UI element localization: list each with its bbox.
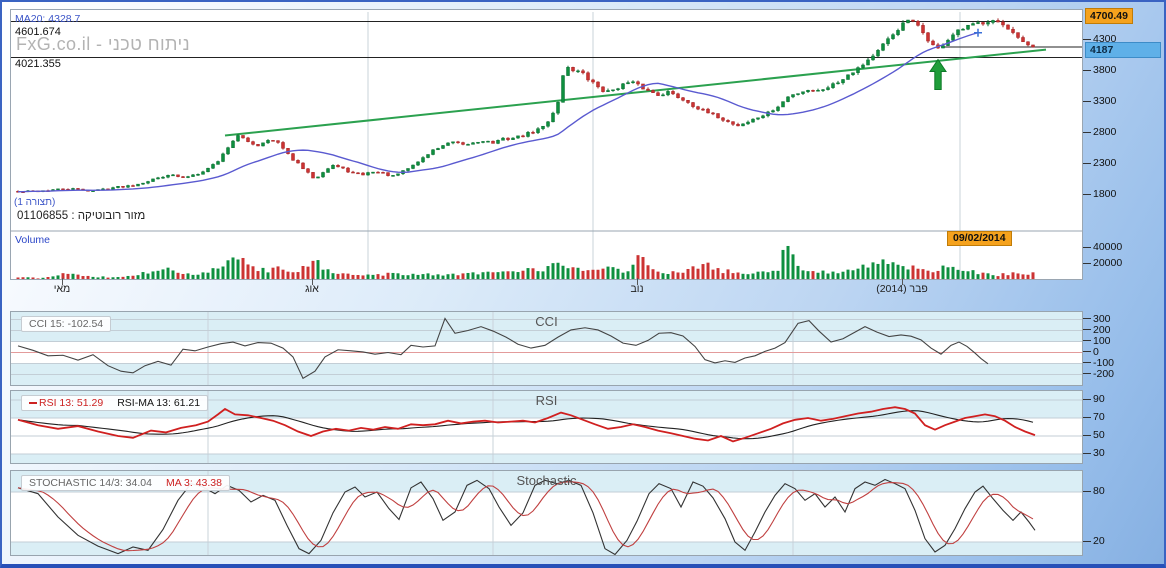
axis-tick: 3300 (1083, 95, 1116, 107)
axis-tick-value: 50 (1093, 429, 1105, 441)
axis-tick: 1800 (1083, 188, 1116, 200)
candlestick-chart[interactable] (11, 10, 1082, 279)
stochastic-panel: STOCHASTIC 14/3: 34.04 MA 3: 43.38 Stoch… (10, 470, 1083, 556)
axis-tick-value: 20000 (1093, 257, 1123, 269)
axis-tick: 100 (1083, 335, 1111, 347)
axis-tick: -100 (1083, 357, 1114, 369)
axis-tick-value: -200 (1093, 367, 1115, 380)
cci-legend: CCI 15: -102.54 (21, 316, 112, 332)
axis-tick: -200 (1083, 368, 1114, 380)
axis-tick-value: 200 (1093, 323, 1111, 336)
axis-tick: 2800 (1083, 126, 1116, 138)
axis-tick-value: 2300 (1093, 157, 1117, 169)
cci-value-label: CCI 15: -102.54 (29, 318, 104, 330)
axis-tick: 20 (1083, 535, 1105, 547)
axis-tick: 40000 (1083, 241, 1122, 253)
date-highlight-badge: 09/02/2014 (947, 231, 1012, 246)
rsi-chart[interactable] (11, 391, 1082, 463)
axis-tick-value: 2800 (1093, 126, 1117, 138)
axis-tick-value: 90 (1093, 393, 1105, 405)
axis-tick-value: 20 (1093, 535, 1105, 547)
rsi-value-label: RSI 13: 51.29 (29, 397, 103, 409)
axis-tick: 3800 (1083, 64, 1116, 76)
axis-tick-value: 40000 (1093, 241, 1123, 253)
axis-tick-value: 300 (1093, 312, 1111, 325)
axis-tick: 30 (1083, 447, 1105, 459)
axis-tick-value: 100 (1093, 334, 1111, 347)
axis-tick-value: 80 (1093, 485, 1105, 497)
axis-tick: 2300 (1083, 157, 1116, 169)
rsi-legend: RSI 13: 51.29 RSI-MA 13: 61.21 (21, 395, 209, 411)
stochastic-value-label: STOCHASTIC 14/3: 34.04 (29, 477, 152, 489)
axis-tick: 50 (1083, 429, 1105, 441)
pattern-annotation: (תצורה 1) (14, 197, 56, 208)
axis-tick: 300 (1083, 313, 1111, 325)
lower-level-label: 4021.355 (15, 58, 61, 70)
axis-tick-value: 30 (1093, 447, 1105, 459)
volume-section-label: Volume (15, 234, 51, 246)
axis-tick: 70 (1083, 411, 1105, 423)
axis-tick: 0 (1083, 346, 1099, 358)
axis-tick: 20000 (1083, 257, 1122, 269)
stochastic-chart[interactable] (11, 471, 1082, 555)
stochastic-title: Stochastic (516, 473, 577, 488)
axis-tick-value: 0 (1093, 345, 1099, 358)
rsi-title: RSI (535, 393, 558, 408)
stochastic-ma-value-label: MA 3: 43.38 (165, 477, 222, 489)
rsi-panel: RSI 13: 51.29 RSI-MA 13: 61.21 RSI (10, 390, 1083, 464)
axis-tick-value: -100 (1093, 356, 1115, 369)
month-label: נוב (630, 283, 644, 295)
month-label: פבר (2014) (876, 283, 928, 295)
axis-tick-value: 3800 (1093, 64, 1117, 76)
axis-tick-value: 1800 (1093, 188, 1117, 200)
axis-tick: 90 (1083, 393, 1105, 405)
cci-title: CCI (535, 314, 558, 329)
upper-level-label: 4601.674 (15, 26, 61, 38)
ma20-value-label: MA20: 4328.7 (15, 13, 81, 25)
month-label: מאי (53, 283, 71, 295)
stochastic-legend: STOCHASTIC 14/3: 34.04 MA 3: 43.38 (21, 475, 230, 491)
axis-tick-value: 3300 (1093, 95, 1117, 107)
security-name-label: מזור רובוטיקה : 01106855 (17, 210, 146, 222)
brand-watermark: FxG.co.il - ניתוח טכני (16, 34, 190, 54)
period-high-badge: 4700.49 (1085, 8, 1133, 24)
last-price-badge: 4187 (1085, 42, 1161, 58)
axis-tick: 200 (1083, 324, 1111, 336)
cci-panel: CCI 15: -102.54 CCI (10, 311, 1083, 386)
rsi-ma-value-label: RSI-MA 13: 61.21 (117, 397, 201, 409)
month-label: אוג (305, 283, 319, 295)
price-volume-panel: MA20: 4328.7 4601.674 FxG.co.il - ניתוח … (10, 9, 1083, 280)
axis-tick-value: 70 (1093, 411, 1105, 423)
axis-tick: 80 (1083, 485, 1105, 497)
cci-chart[interactable] (11, 312, 1082, 385)
